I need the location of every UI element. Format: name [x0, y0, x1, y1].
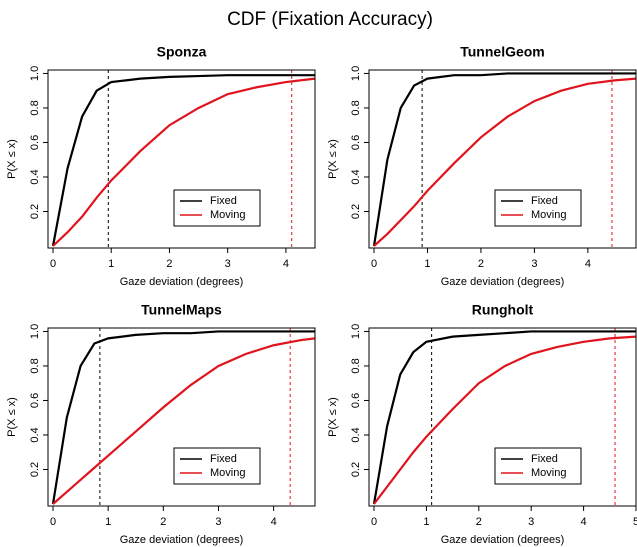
x-tick-label: 0	[50, 516, 56, 528]
x-tick-label: 0	[50, 258, 56, 270]
x-tick-label: 1	[108, 258, 114, 270]
x-axis-label: Gaze deviation (degrees)	[120, 534, 244, 546]
series-line	[372, 72, 636, 247]
y-tick-label: 0.2	[29, 204, 41, 219]
panel-title: TunnelMaps	[141, 302, 222, 318]
y-tick-label: 0.2	[350, 204, 362, 219]
plot-frame	[47, 69, 316, 249]
x-tick-label: 0	[371, 258, 377, 270]
series-line	[51, 74, 315, 247]
legend-label: Moving	[210, 467, 245, 479]
legend-box	[173, 189, 261, 227]
x-tick-label: 4	[581, 516, 587, 528]
series-line	[372, 330, 636, 505]
y-tick-label: 0.2	[350, 462, 362, 477]
y-tick-label: 0.4	[29, 169, 41, 184]
y-tick-label: 0.8	[29, 100, 41, 115]
y-tick-label: 1.0	[350, 324, 362, 339]
y-axis-label: P(X ≤ x)	[327, 139, 339, 179]
plot-frame	[368, 327, 637, 507]
y-tick-label: 0.4	[29, 427, 41, 442]
legend-box	[494, 447, 582, 485]
x-tick-label: 3	[215, 516, 221, 528]
x-tick-label: 3	[531, 258, 537, 270]
series-line	[52, 337, 316, 505]
plot-frame	[47, 327, 316, 507]
x-tick-label: 1	[105, 516, 111, 528]
legend-box	[494, 189, 582, 227]
legend-label: Fixed	[531, 453, 558, 465]
series-line	[373, 335, 637, 505]
x-tick-label: 4	[585, 258, 591, 270]
y-axis-label: P(X ≤ x)	[6, 139, 18, 179]
legend-label: Fixed	[210, 453, 237, 465]
x-tick-label: 1	[423, 516, 429, 528]
legend-label: Fixed	[210, 195, 237, 207]
figure-title: CDF (Fixation Accuracy)	[227, 9, 433, 30]
legend-label: Fixed	[531, 195, 558, 207]
y-tick-label: 0.6	[29, 135, 41, 150]
panel-title: Sponza	[157, 44, 207, 60]
y-tick-label: 0.8	[29, 358, 41, 373]
y-tick-label: 0.6	[350, 135, 362, 150]
x-tick-label: 5	[633, 516, 637, 528]
y-tick-label: 0.6	[29, 393, 41, 408]
x-tick-label: 4	[283, 258, 289, 270]
x-axis-label: Gaze deviation (degrees)	[441, 534, 565, 546]
legend-label: Moving	[531, 209, 566, 221]
series-line	[373, 77, 637, 247]
series-line	[52, 77, 316, 247]
x-tick-label: 4	[271, 516, 277, 528]
x-tick-label: 2	[166, 258, 172, 270]
x-tick-label: 2	[478, 258, 484, 270]
y-tick-label: 0.2	[29, 462, 41, 477]
plot-frame	[368, 69, 637, 249]
x-tick-label: 1	[424, 258, 430, 270]
y-tick-label: 0.4	[350, 427, 362, 442]
legend-label: Moving	[210, 209, 245, 221]
y-tick-label: 1.0	[29, 324, 41, 339]
panel-title: Rungholt	[472, 302, 534, 318]
y-tick-label: 0.4	[350, 169, 362, 184]
x-tick-label: 0	[371, 516, 377, 528]
x-axis-label: Gaze deviation (degrees)	[441, 276, 565, 288]
x-tick-label: 2	[160, 516, 166, 528]
panel-title: TunnelGeom	[460, 44, 545, 60]
y-tick-label: 1.0	[29, 66, 41, 81]
y-tick-label: 0.8	[350, 100, 362, 115]
x-tick-label: 2	[476, 516, 482, 528]
y-axis-label: P(X ≤ x)	[6, 397, 18, 437]
y-tick-label: 0.8	[350, 358, 362, 373]
x-tick-label: 3	[528, 516, 534, 528]
y-tick-label: 1.0	[350, 66, 362, 81]
series-line	[51, 330, 315, 505]
y-axis-label: P(X ≤ x)	[327, 397, 339, 437]
legend-label: Moving	[531, 467, 566, 479]
y-tick-label: 0.6	[350, 393, 362, 408]
x-axis-label: Gaze deviation (degrees)	[120, 276, 244, 288]
x-tick-label: 3	[225, 258, 231, 270]
legend-box	[173, 447, 261, 485]
